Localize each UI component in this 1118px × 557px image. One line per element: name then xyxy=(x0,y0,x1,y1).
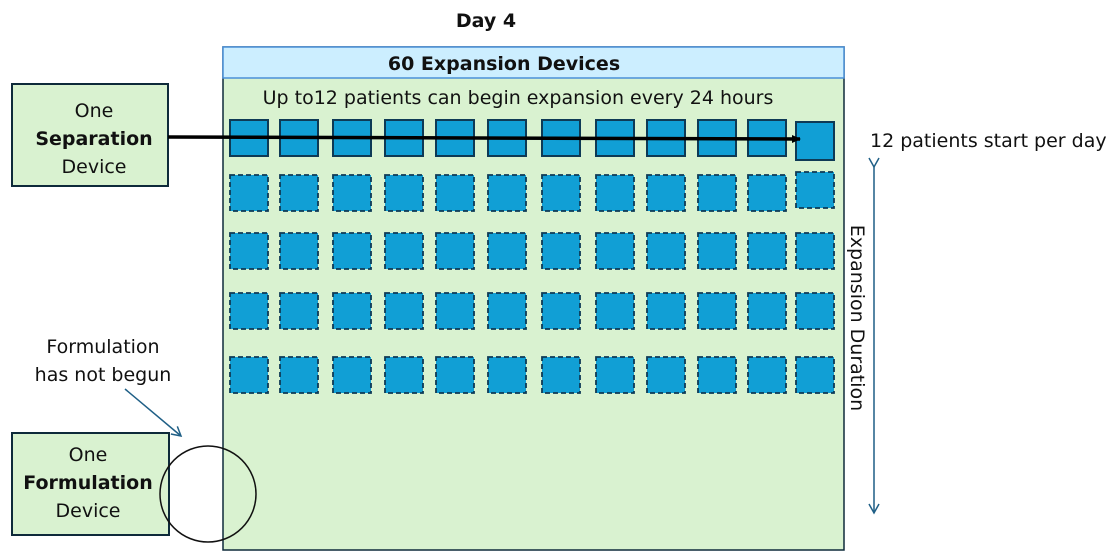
formulation-note-line1: Formulation xyxy=(46,336,159,358)
expansion-device-pending xyxy=(697,356,737,394)
expansion-device-pending xyxy=(595,292,635,330)
expansion-device-pending xyxy=(384,356,424,394)
formulation-highlight-circle xyxy=(159,445,257,543)
expansion-device-pending xyxy=(384,292,424,330)
expansion-device-pending xyxy=(435,174,475,212)
expansion-panel xyxy=(222,46,845,551)
start-label: 12 patients start per day xyxy=(870,130,1107,152)
separation-line2: Separation xyxy=(35,128,152,150)
expansion-device-pending xyxy=(541,174,581,212)
expansion-device-pending xyxy=(332,356,372,394)
expansion-device-pending xyxy=(487,292,527,330)
expansion-device-pending xyxy=(229,232,269,270)
expansion-device-pending xyxy=(595,232,635,270)
formulation-line3: Device xyxy=(56,500,121,522)
duration-label: Expansion Duration xyxy=(846,225,868,411)
expansion-device-pending xyxy=(332,232,372,270)
start-arrow xyxy=(167,134,801,143)
expansion-device-pending xyxy=(646,356,686,394)
expansion-device-pending xyxy=(795,356,835,394)
expansion-device-pending xyxy=(487,232,527,270)
expansion-device-pending xyxy=(697,174,737,212)
expansion-device-pending xyxy=(595,356,635,394)
expansion-device-pending xyxy=(279,232,319,270)
expansion-device-pending xyxy=(747,292,787,330)
expansion-device-pending xyxy=(646,174,686,212)
formulation-note-line2: has not begun xyxy=(35,364,172,386)
expansion-device-pending xyxy=(795,292,835,330)
expansion-device-pending xyxy=(595,174,635,212)
expansion-device-pending xyxy=(541,356,581,394)
expansion-device-pending xyxy=(795,232,835,270)
formulation-line2: Formulation xyxy=(23,472,152,494)
separation-line1: One xyxy=(75,100,114,122)
formulation-device-box xyxy=(11,432,170,536)
separation-device-box xyxy=(11,83,169,187)
expansion-device-pending xyxy=(646,292,686,330)
expansion-device-pending xyxy=(332,174,372,212)
expansion-device-active xyxy=(795,121,835,161)
expansion-device-pending xyxy=(384,174,424,212)
expansion-device-pending xyxy=(229,356,269,394)
formulation-line1: One xyxy=(69,444,108,466)
expansion-device-pending xyxy=(435,356,475,394)
device-grid xyxy=(229,119,835,394)
expansion-device-pending xyxy=(332,292,372,330)
expansion-device-pending xyxy=(229,174,269,212)
expansion-device-pending xyxy=(646,232,686,270)
expansion-device-pending xyxy=(747,174,787,212)
expansion-subtitle: Up to12 patients can begin expansion eve… xyxy=(263,87,774,109)
expansion-device-pending xyxy=(487,356,527,394)
expansion-device-pending xyxy=(747,232,787,270)
expansion-device-pending xyxy=(541,292,581,330)
expansion-device-pending xyxy=(747,356,787,394)
separation-line3: Device xyxy=(62,156,127,178)
expansion-device-pending xyxy=(279,292,319,330)
expansion-device-pending xyxy=(435,232,475,270)
expansion-header xyxy=(222,46,845,79)
expansion-device-pending xyxy=(384,232,424,270)
expansion-header-label: 60 Expansion Devices xyxy=(388,53,620,75)
expansion-device-pending xyxy=(697,292,737,330)
expansion-device-pending xyxy=(795,171,835,209)
expansion-device-pending xyxy=(229,292,269,330)
day-title: Day 4 xyxy=(456,10,516,32)
expansion-device-pending xyxy=(435,292,475,330)
expansion-device-pending xyxy=(487,174,527,212)
expansion-device-pending xyxy=(541,232,581,270)
expansion-device-pending xyxy=(279,356,319,394)
expansion-device-pending xyxy=(279,174,319,212)
expansion-device-pending xyxy=(697,232,737,270)
note-pointer-arrow xyxy=(124,388,183,437)
